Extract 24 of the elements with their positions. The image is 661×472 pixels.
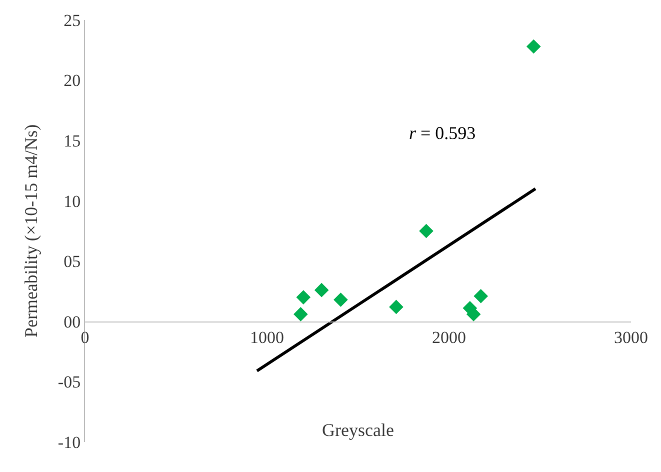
x-tick-label: 0 xyxy=(80,328,90,347)
x-tick-label: 2000 xyxy=(432,328,466,347)
point xyxy=(466,307,481,322)
point xyxy=(389,300,404,314)
y-tick-label: -05 xyxy=(58,372,81,392)
y-tick-label: 10 xyxy=(64,192,81,211)
y-tick-label: -10 xyxy=(58,432,81,452)
x-tick-label: 3000 xyxy=(614,328,648,347)
point xyxy=(526,39,541,54)
y-tick-label: 25 xyxy=(64,10,81,30)
point xyxy=(314,282,329,298)
point xyxy=(296,290,311,304)
y-tick-label: 20 xyxy=(64,71,81,90)
x-tick-label: 1000 xyxy=(250,328,284,347)
y-tick-label: 05 xyxy=(64,252,81,272)
annotation: r = 0.593 xyxy=(409,123,476,143)
y-tick-label: 00 xyxy=(64,312,81,332)
y-tick-label: 15 xyxy=(64,132,81,151)
point xyxy=(294,307,308,322)
y-axis-title: Permeability (×10-15 m4/Ns) xyxy=(21,124,42,338)
point xyxy=(474,288,488,304)
x-axis-title: Greyscale xyxy=(322,420,394,440)
point xyxy=(419,224,434,238)
point xyxy=(334,292,348,307)
